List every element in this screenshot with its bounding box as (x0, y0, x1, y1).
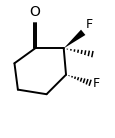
Text: F: F (92, 77, 99, 90)
Text: F: F (85, 18, 92, 31)
Polygon shape (63, 30, 85, 48)
Text: O: O (29, 5, 40, 19)
